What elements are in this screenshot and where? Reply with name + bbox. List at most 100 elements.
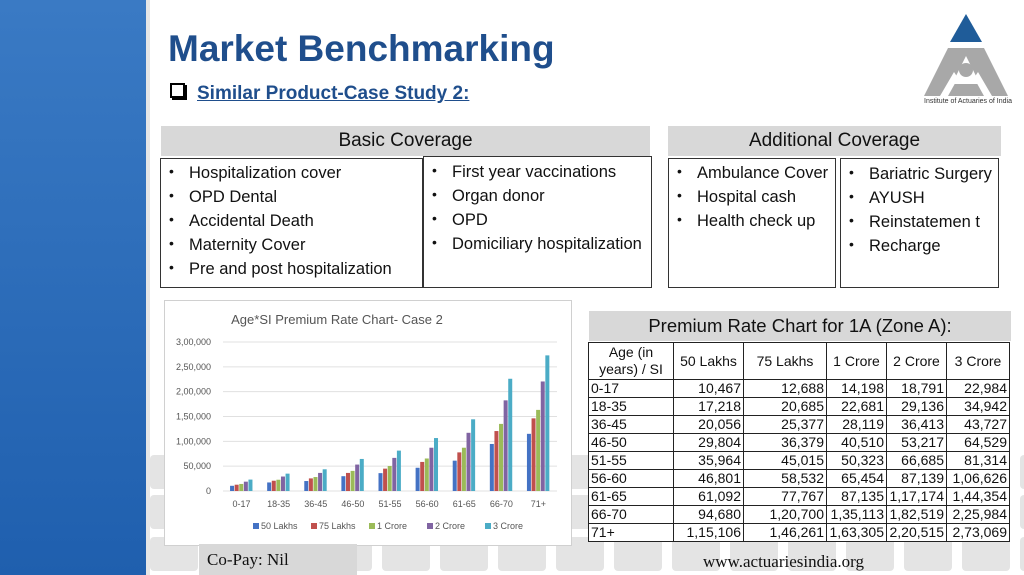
premium-cell: 29,136 <box>886 397 947 416</box>
age-cell: 56-60 <box>588 469 674 488</box>
checkbox-bullet-icon <box>170 83 185 98</box>
legend-label: 75 Lakhs <box>319 521 356 531</box>
background-tile <box>846 537 894 571</box>
background-tile <box>614 537 662 571</box>
premium-cell: 1,06,626 <box>946 469 1010 488</box>
column-header: 75 Lakhs <box>743 342 827 380</box>
table-row: 0-17 10,467 12,688 14,198 18,791 22,984 <box>588 379 1010 398</box>
age-cell: 61-65 <box>588 487 674 506</box>
y-tick-label: 50,000 <box>183 461 211 471</box>
premium-cell: 1,63,305 <box>826 523 887 542</box>
bar <box>466 432 471 491</box>
bar <box>531 418 536 491</box>
subtitle: Similar Product-Case Study 2: <box>170 83 469 105</box>
bar <box>285 473 290 491</box>
additional-coverage-list-right: Bariatric Surgery AYUSH Reinstatemen t R… <box>840 158 999 288</box>
basic-coverage-header: Basic Coverage <box>161 126 650 156</box>
y-tick-label: 0 <box>206 486 211 496</box>
table-row: 51-55 35,964 45,015 50,323 66,685 81,314 <box>588 451 1010 470</box>
additional-coverage-list-left: Ambulance Cover Hospital cash Health che… <box>668 158 836 288</box>
legend-swatch <box>427 523 433 529</box>
age-cell: 46-50 <box>588 433 674 452</box>
bar <box>280 476 285 491</box>
bar <box>526 433 531 491</box>
background-tile <box>788 537 836 571</box>
table-row: 46-50 29,804 36,379 40,510 53,217 64,529 <box>588 433 1010 452</box>
bar <box>420 461 425 491</box>
premium-cell: 10,467 <box>673 379 744 398</box>
table-row: 18-35 17,218 20,685 22,681 29,136 34,942 <box>588 397 1010 416</box>
x-tick-label: 46-50 <box>341 499 364 509</box>
premium-cell: 40,510 <box>826 433 887 452</box>
page-title: Market Benchmarking <box>168 28 555 69</box>
column-header: 3 Crore <box>946 342 1010 380</box>
premium-cell: 43,727 <box>946 415 1010 434</box>
premium-cell: 58,532 <box>743 469 827 488</box>
bar <box>536 409 541 491</box>
institute-logo-icon <box>924 14 1008 96</box>
bar <box>267 482 272 491</box>
age-cell: 36-45 <box>588 415 674 434</box>
bar <box>341 476 346 491</box>
background-tile <box>730 537 778 571</box>
premium-cell: 81,314 <box>946 451 1010 470</box>
age-cell: 51-55 <box>588 451 674 470</box>
list-item: Health check up <box>669 209 835 231</box>
premium-cell: 12,688 <box>743 379 827 398</box>
chart-svg: Age*SI Premium Rate Chart- Case 2 0 50,00… <box>176 312 557 531</box>
y-tick-label: 2,50,000 <box>176 362 211 372</box>
bar <box>230 485 235 491</box>
premium-cell: 29,804 <box>673 433 744 452</box>
x-tick-label: 56-60 <box>416 499 439 509</box>
list-item: Bariatric Surgery <box>841 162 998 184</box>
x-tick-label: 18-35 <box>267 499 290 509</box>
premium-cell: 87,135 <box>826 487 887 506</box>
premium-cell: 46,801 <box>673 469 744 488</box>
premium-cell: 61,092 <box>673 487 744 506</box>
table-row: 71+ 1,15,106 1,46,261 1,63,305 2,20,515 2,73,… <box>588 523 1010 542</box>
logo-caption: Institute of Actuaries of India <box>924 98 1012 105</box>
bar <box>424 458 429 491</box>
premium-cell: 20,056 <box>673 415 744 434</box>
premium-cell: 22,984 <box>946 379 1010 398</box>
premium-cell: 1,82,519 <box>886 505 947 524</box>
list-item: OPD <box>424 208 651 230</box>
bar <box>234 484 239 491</box>
chart-title: Age*SI Premium Rate Chart- Case 2 <box>231 312 443 327</box>
bar <box>434 438 439 491</box>
list-item: First year vaccinations <box>424 160 651 182</box>
bar <box>350 470 355 491</box>
premium-cell: 65,454 <box>826 469 887 488</box>
list-item: Hospitalization cover <box>161 161 422 183</box>
y-tick-label: 2,00,000 <box>176 387 211 397</box>
x-tick-label: 71+ <box>531 499 546 509</box>
premium-cell: 2,25,984 <box>946 505 1010 524</box>
premium-cell: 20,685 <box>743 397 827 416</box>
premium-cell: 50,323 <box>826 451 887 470</box>
list-item: Domiciliary hospitalization <box>424 232 651 254</box>
age-cell: 71+ <box>588 523 674 542</box>
bar <box>243 481 248 491</box>
bar <box>359 458 364 491</box>
bar <box>494 431 499 491</box>
legend-label: 3 Crore <box>493 521 523 531</box>
bar <box>355 464 360 491</box>
bar <box>461 447 466 491</box>
age-cell: 66-70 <box>588 505 674 524</box>
premium-cell: 1,20,700 <box>743 505 827 524</box>
bar <box>276 479 281 491</box>
age-cell: 0-17 <box>588 379 674 398</box>
premium-cell: 77,767 <box>743 487 827 506</box>
premium-cell: 1,17,174 <box>886 487 947 506</box>
premium-cell: 1,44,354 <box>946 487 1010 506</box>
bar <box>239 483 244 491</box>
column-header: 1 Crore <box>826 342 887 380</box>
premium-cell: 36,413 <box>886 415 947 434</box>
premium-cell: 94,680 <box>673 505 744 524</box>
bar <box>457 452 462 491</box>
table-row: 36-45 20,056 25,377 28,119 36,413 43,727 <box>588 415 1010 434</box>
premium-cell: 64,529 <box>946 433 1010 452</box>
legend-label: 1 Crore <box>377 521 407 531</box>
y-tick-label: 1,00,000 <box>176 436 211 446</box>
legend-swatch <box>311 523 317 529</box>
